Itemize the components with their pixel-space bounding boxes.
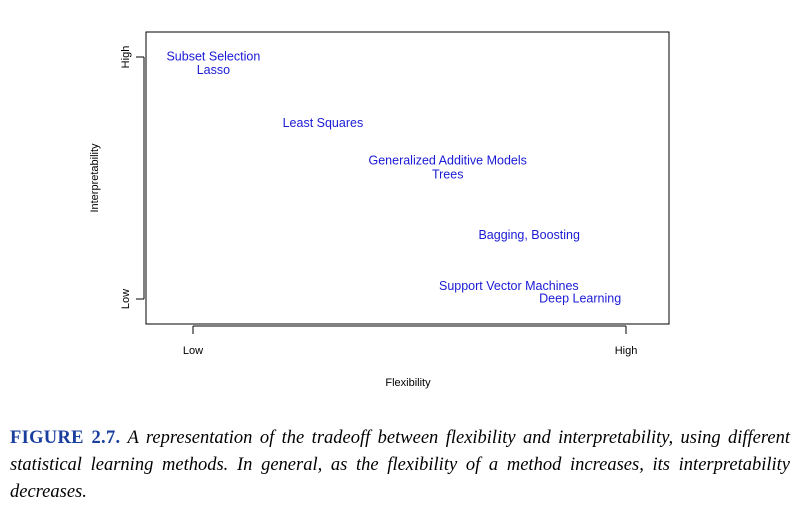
method-label: Support Vector Machines (439, 279, 579, 293)
plot-frame (145, 31, 670, 325)
method-label: Generalized Additive Models (368, 154, 526, 168)
method-label: Least Squares (283, 116, 364, 130)
method-label: Lasso (197, 63, 230, 77)
y-axis-label: Interpretability (89, 143, 101, 213)
method-label: Subset Selection (166, 49, 260, 63)
caption-label: FIGURE 2.7. (10, 428, 121, 448)
figure-caption: FIGURE 2.7. A representation of the trad… (10, 425, 790, 506)
method-label: Bagging, Boosting (478, 228, 580, 242)
y-axis: Low High (120, 46, 145, 309)
method-label: Trees (432, 167, 464, 181)
method-label: Deep Learning (539, 291, 621, 305)
caption-text: A representation of the tradeoff between… (10, 428, 791, 502)
x-axis: Low High (183, 325, 638, 357)
y-tick-label: High (120, 46, 132, 69)
x-axis-label: Flexibility (385, 377, 431, 389)
x-tick-label: High (615, 345, 638, 357)
y-tick-label: Low (120, 289, 132, 309)
chart: Low High Low High Flexibility Interpretabi… (89, 31, 670, 389)
x-tick-label: Low (183, 345, 203, 357)
